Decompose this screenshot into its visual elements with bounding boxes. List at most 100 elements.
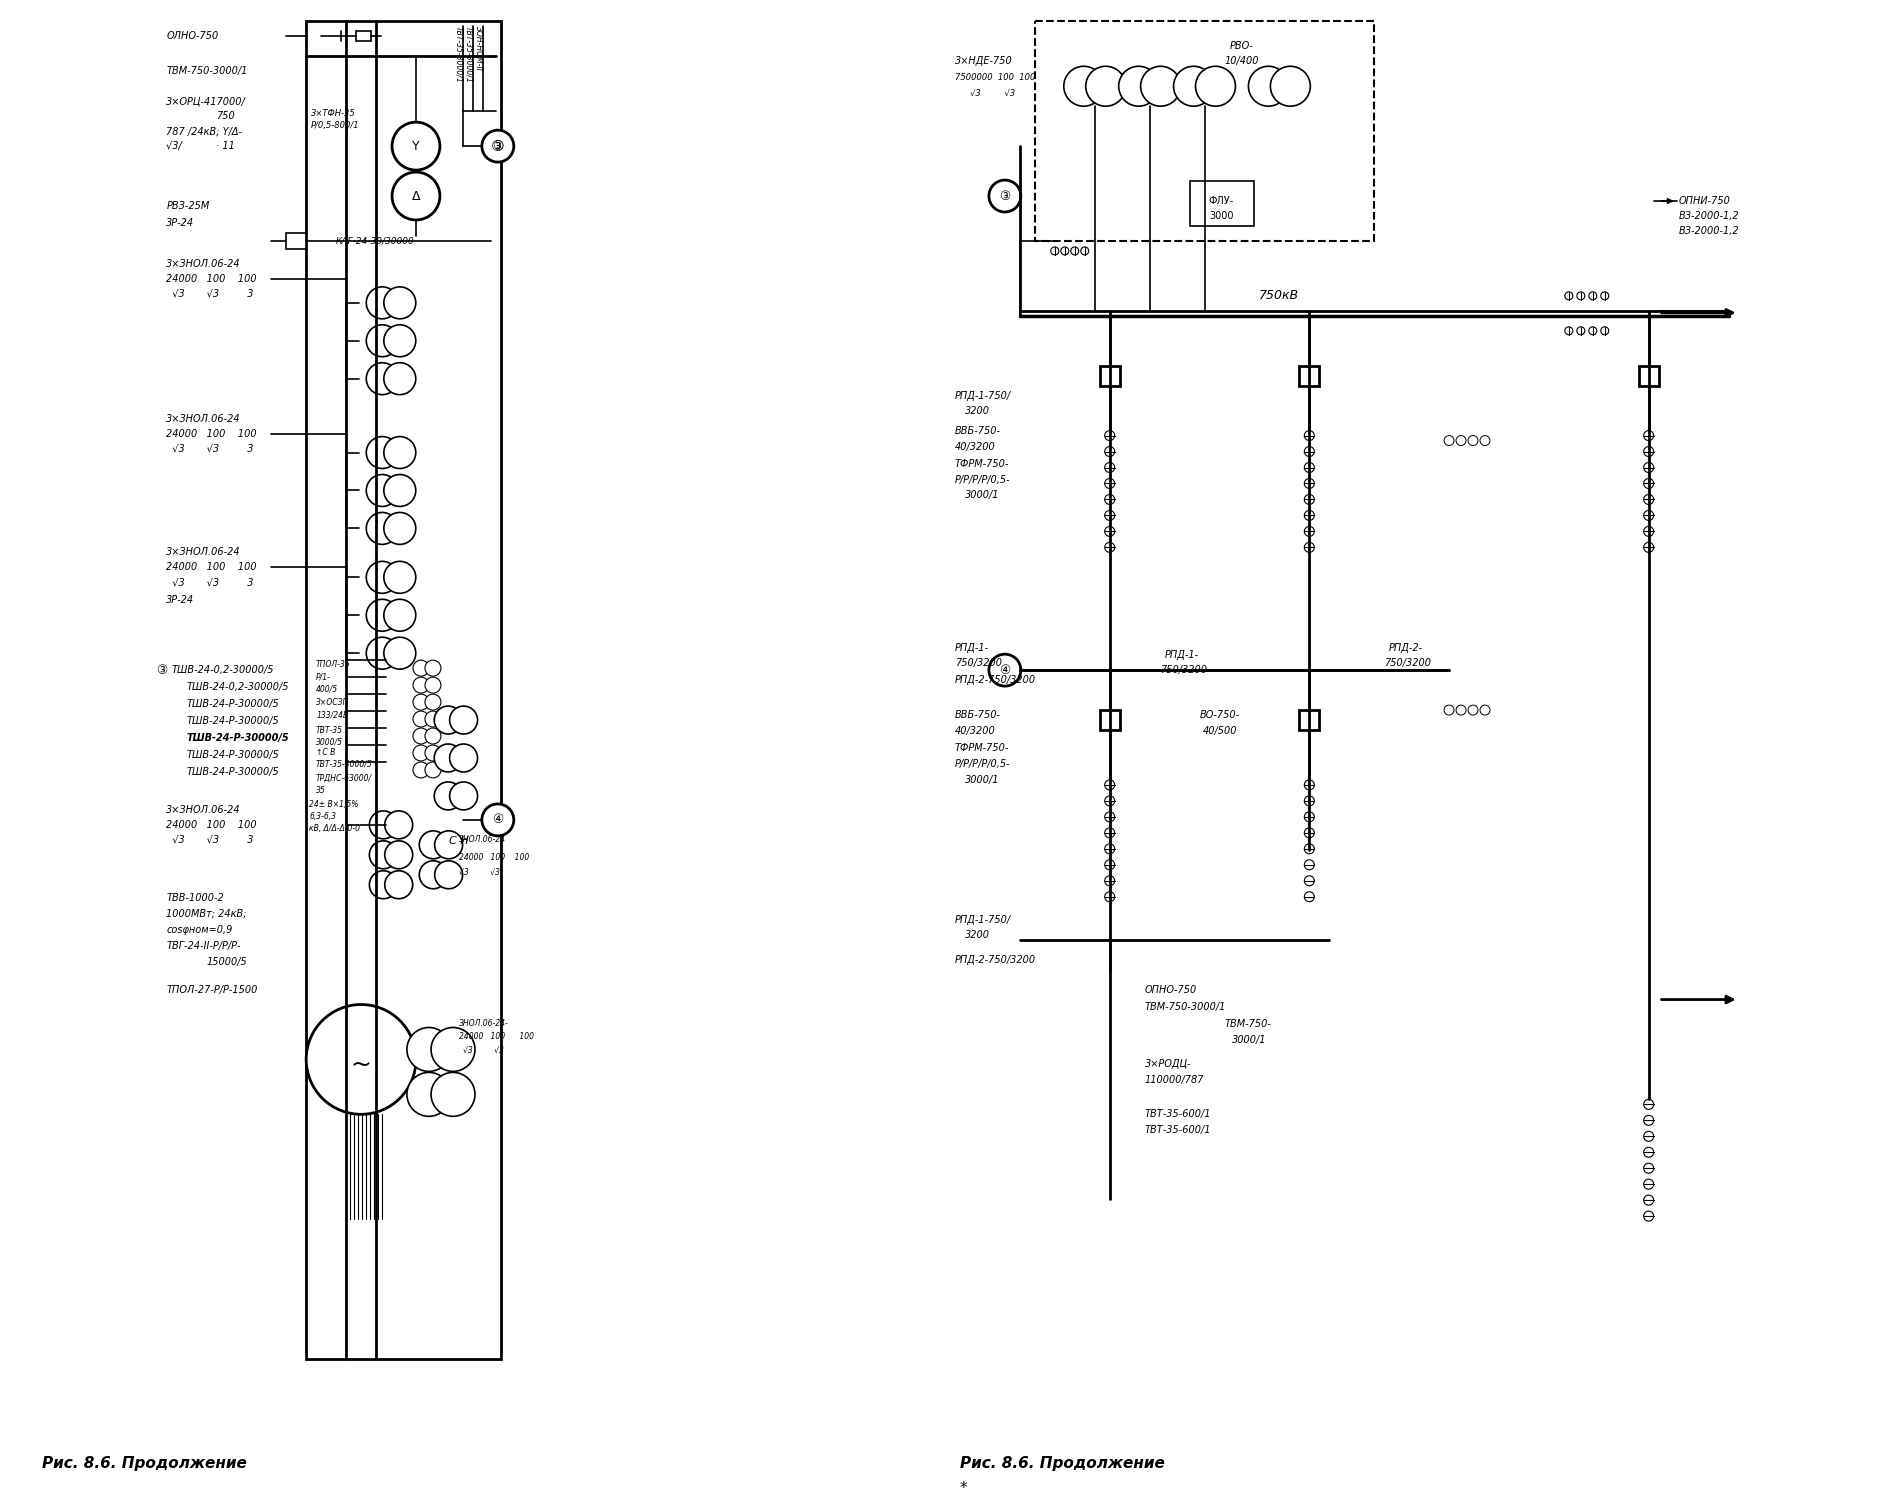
Circle shape [1644, 447, 1653, 456]
Circle shape [1105, 430, 1114, 441]
Text: ТВМ-750-: ТВМ-750- [1225, 1020, 1270, 1029]
Circle shape [1105, 796, 1114, 806]
Text: √3       √3         3: √3 √3 3 [166, 578, 254, 588]
Text: 787 /24кВ; Y/Δ-: 787 /24кВ; Y/Δ- [166, 126, 243, 136]
Text: √3       √3         3: √3 √3 3 [166, 836, 254, 844]
Text: ТШВ-24-Р-30000/5: ТШВ-24-Р-30000/5 [187, 750, 279, 760]
Circle shape [1644, 510, 1653, 520]
Bar [287, 232, 305, 249]
Circle shape [366, 513, 398, 544]
Text: РПД-1-: РПД-1- [1165, 650, 1199, 660]
Circle shape [407, 1028, 451, 1071]
Circle shape [369, 812, 398, 838]
Circle shape [435, 831, 462, 860]
Text: 3×ЗНОЛ.06-24: 3×ЗНОЛ.06-24 [166, 548, 241, 558]
Text: 15000/5: 15000/5 [205, 957, 247, 966]
Text: 3×ЗНОЛ.06-24: 3×ЗНОЛ.06-24 [166, 260, 241, 268]
Text: ЗОН-НОМ-II: ЗОН-НОМ-II [473, 27, 483, 72]
Text: ТПОЛ-27-Р/Р-1500: ТПОЛ-27-Р/Р-1500 [166, 984, 258, 994]
Circle shape [1071, 248, 1078, 255]
Circle shape [1105, 510, 1114, 520]
Text: ОПНИ-750: ОПНИ-750 [1680, 196, 1730, 206]
Text: кВ, Δ/Δ-Δ-0-0: кВ, Δ/Δ-Δ-0-0 [309, 824, 360, 833]
Text: 3000/1: 3000/1 [1233, 1035, 1267, 1046]
Circle shape [1644, 526, 1653, 537]
Circle shape [1304, 876, 1314, 885]
Circle shape [451, 744, 477, 772]
Text: ↑С В: ↑С В [317, 748, 336, 758]
Text: 24000   100      100: 24000 100 100 [458, 1032, 533, 1041]
Circle shape [1105, 828, 1114, 839]
Circle shape [1644, 1148, 1653, 1156]
Bar [1099, 710, 1120, 730]
Circle shape [1565, 327, 1572, 334]
Text: 3000: 3000 [1210, 211, 1233, 220]
Text: ОЛНО-750: ОЛНО-750 [166, 32, 219, 42]
Circle shape [1600, 292, 1608, 300]
Circle shape [435, 861, 462, 888]
Text: 750/3200: 750/3200 [1384, 658, 1431, 668]
Text: ВО-750-: ВО-750- [1199, 710, 1240, 720]
Circle shape [1600, 327, 1608, 334]
Circle shape [1118, 66, 1159, 106]
Circle shape [385, 436, 417, 468]
Text: √3/           · 11: √3/ · 11 [166, 141, 236, 152]
Circle shape [1105, 844, 1114, 853]
Text: ТШВ-24-Р-30000/5: ТШВ-24-Р-30000/5 [187, 734, 288, 742]
Text: РВЗ-25М: РВЗ-25М [166, 201, 209, 211]
Circle shape [1578, 292, 1585, 300]
Text: 24000   100    100: 24000 100 100 [166, 274, 256, 284]
Circle shape [1304, 526, 1314, 537]
Circle shape [1050, 248, 1059, 255]
Text: Р/Р/Р/Р/0,5-: Р/Р/Р/Р/0,5- [956, 759, 1010, 770]
Circle shape [1304, 796, 1314, 806]
Text: 24000   100    100: 24000 100 100 [166, 821, 256, 830]
Circle shape [1468, 705, 1478, 716]
Text: ТВМ-750-3000/1: ТВМ-750-3000/1 [166, 66, 247, 76]
Circle shape [424, 746, 441, 760]
Text: 24000   100    100: 24000 100 100 [166, 562, 256, 573]
Text: 750кВ: 750кВ [1259, 290, 1299, 303]
Text: ТВТ-35-600/1: ТВТ-35-600/1 [1144, 1125, 1212, 1136]
Text: 750/3200: 750/3200 [956, 658, 1003, 668]
Circle shape [413, 694, 430, 709]
Text: ВЗ-2000-1,2: ВЗ-2000-1,2 [1680, 226, 1740, 236]
Circle shape [1304, 828, 1314, 839]
Bar [1099, 366, 1120, 386]
Text: ④: ④ [999, 663, 1010, 676]
Bar [305, 21, 501, 1359]
Circle shape [483, 130, 515, 162]
Circle shape [366, 600, 398, 632]
Circle shape [413, 676, 430, 693]
Circle shape [1304, 462, 1314, 472]
Text: ③: ③ [490, 138, 505, 153]
Circle shape [1304, 510, 1314, 520]
Text: 3000/1: 3000/1 [965, 490, 999, 501]
Circle shape [366, 561, 398, 594]
Circle shape [1248, 66, 1287, 106]
Text: ТВТ-35-600/1: ТВТ-35-600/1 [1144, 1110, 1212, 1119]
Circle shape [385, 638, 417, 669]
Text: 35: 35 [317, 786, 326, 795]
Text: 750: 750 [217, 111, 236, 122]
Circle shape [1105, 478, 1114, 489]
Circle shape [407, 1072, 451, 1116]
Circle shape [1105, 526, 1114, 537]
Text: 24000   100    100: 24000 100 100 [458, 853, 530, 862]
Text: ТШВ-24-0,2-30000/5: ТШВ-24-0,2-30000/5 [172, 664, 273, 675]
Circle shape [1304, 812, 1314, 822]
Circle shape [424, 728, 441, 744]
Circle shape [1644, 1116, 1653, 1125]
Circle shape [366, 363, 398, 394]
Circle shape [413, 660, 430, 676]
Circle shape [1444, 435, 1453, 445]
Circle shape [1105, 876, 1114, 885]
Text: Рис. 8.6. Продолжение: Рис. 8.6. Продолжение [41, 1456, 247, 1472]
Circle shape [1644, 1162, 1653, 1173]
Text: cosφном=0,9: cosφном=0,9 [166, 924, 234, 934]
Circle shape [424, 762, 441, 778]
Circle shape [434, 706, 462, 734]
Circle shape [432, 1028, 475, 1071]
Circle shape [1455, 435, 1467, 445]
Circle shape [305, 1005, 417, 1114]
